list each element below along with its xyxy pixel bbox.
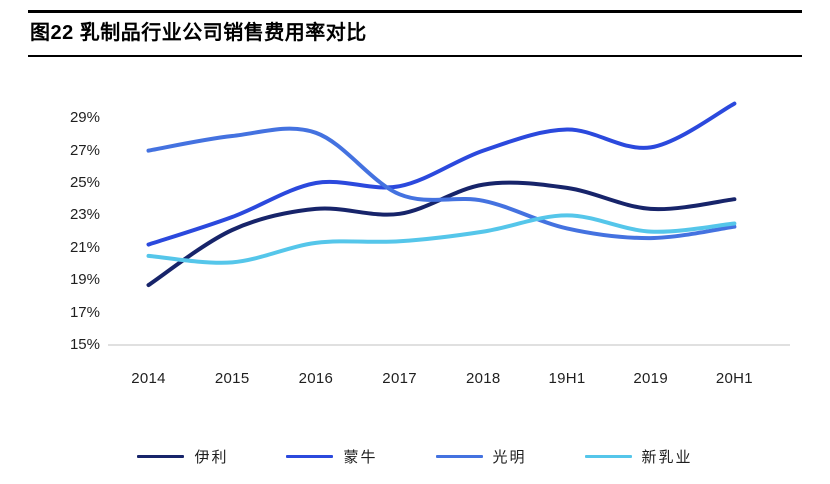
y-tick-label-0: 29% [69,109,100,127]
legend-swatch-1 [286,455,334,458]
figure-title-bar: 图22 乳制品行业公司销售费用率对比 [28,10,802,57]
series-line-1 [146,101,737,247]
series-line-3 [146,213,737,265]
legend-label-0: 伊利 [194,449,229,466]
legend-swatch-0 [137,455,185,458]
legend-swatch-2 [435,455,483,458]
x-tick-label-7: 20H1 [715,370,753,387]
legend-label-3: 新乳业 [641,449,693,466]
y-tick-label-5: 19% [69,271,100,289]
legend-item-1: 蒙牛 [286,446,377,467]
series-line-2 [146,126,737,241]
legend-label-2: 光明 [492,449,527,466]
y-tick-label-6: 17% [69,303,100,321]
legend-item-2: 光明 [435,446,527,467]
figure-title: 图22 乳制品行业公司销售费用率对比 [30,22,367,44]
chart-legend: 伊利 蒙牛 光明 新乳业 [0,446,830,467]
x-tick-label-1: 2015 [214,370,250,387]
x-tick-label-2: 2016 [298,370,334,387]
x-tick-label-0: 2014 [131,370,166,387]
chart-canvas [108,101,790,346]
y-tick-label-3: 23% [69,206,100,224]
legend-swatch-3 [584,455,632,458]
legend-label-1: 蒙牛 [343,449,378,466]
y-tick-label-4: 21% [69,238,100,256]
x-tick-label-4: 2018 [466,370,501,387]
y-tick-label-2: 25% [69,174,100,191]
legend-item-0: 伊利 [137,446,228,467]
y-tick-label-7: 15% [69,336,100,353]
y-tick-label-1: 27% [69,141,100,159]
x-tick-label-5: 19H1 [548,370,586,387]
x-tick-label-3: 2017 [382,370,417,387]
legend-item-3: 新乳业 [584,446,693,467]
x-tick-label-6: 2019 [633,370,668,387]
